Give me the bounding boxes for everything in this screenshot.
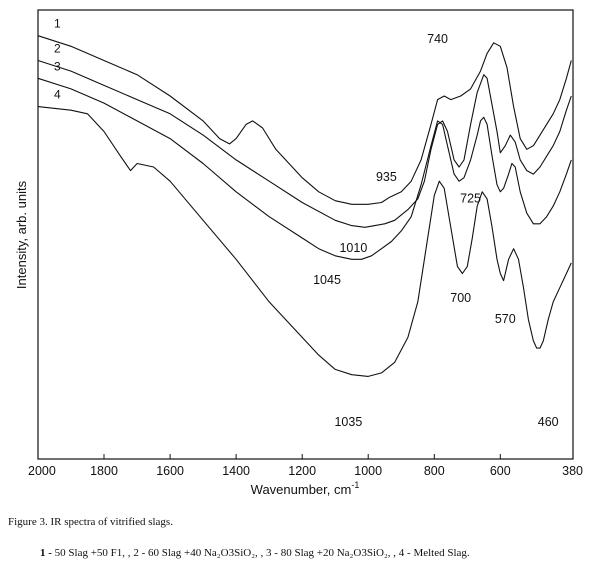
x-axis-ticks: 2000 1800 1600 1400 1200 1000 800 600 380 bbox=[28, 454, 583, 478]
x-tick-label-600: 600 bbox=[490, 464, 511, 478]
peak-annotation-725: 725 bbox=[460, 192, 481, 206]
peak-annotation-570: 570 bbox=[495, 312, 516, 326]
y-axis-label: Intensity, arb. units bbox=[14, 180, 29, 289]
peak-annotation-700: 700 bbox=[450, 291, 471, 305]
x-axis-label-superscript: -1 bbox=[351, 480, 359, 490]
series-line-4 bbox=[37, 106, 572, 377]
legend-item-4: 4 - Melted Slag. bbox=[396, 547, 470, 559]
peak-annotation-740: 740 bbox=[427, 32, 448, 46]
x-tick-label-1600: 1600 bbox=[156, 464, 184, 478]
series-label-layer: 1 2 3 4 bbox=[54, 17, 61, 102]
series-label-4: 4 bbox=[54, 88, 61, 102]
peak-annotation-1010: 1010 bbox=[339, 241, 367, 255]
x-tick-label-800: 800 bbox=[424, 464, 445, 478]
ir-spectra-chart: 1 2 3 4 740 935 1010 725 1045 700 570 1035 460 2000… bbox=[14, 9, 583, 497]
figure-caption: Figure 3. IR spectra of vitrified slags. bbox=[8, 516, 173, 528]
annotation-layer: 740 935 1010 725 1045 700 570 1035 460 bbox=[313, 32, 559, 429]
legend-text: 1 - 50 Slag +50 F1, , 2 - 60 Slag +40 Na… bbox=[40, 547, 470, 559]
series-line-3 bbox=[37, 77, 572, 260]
x-axis-label-text: Wavenumber, cm bbox=[251, 482, 352, 497]
peak-annotation-460: 460 bbox=[538, 415, 559, 429]
legend-item-1: 50 Slag +50 F1, , bbox=[51, 547, 131, 559]
x-tick-label-1400: 1400 bbox=[222, 464, 250, 478]
x-tick-label-2000: 2000 bbox=[28, 464, 56, 478]
x-tick-label-1800: 1800 bbox=[90, 464, 118, 478]
x-axis-label: Wavenumber, cm-1 bbox=[251, 480, 360, 497]
x-tick-label-1000: 1000 bbox=[354, 464, 382, 478]
series-label-3: 3 bbox=[54, 59, 61, 73]
plot-frame bbox=[37, 9, 574, 460]
legend-item-1-number: 1 - bbox=[40, 547, 52, 559]
series-line-1 bbox=[37, 35, 572, 205]
legend-item-2: 2 - 60 Slag +40 Na₂O3SiO₂, , bbox=[130, 547, 264, 559]
x-tick-label-380: 380 bbox=[562, 464, 583, 478]
peak-annotation-1035: 1035 bbox=[334, 415, 362, 429]
series-layer bbox=[37, 35, 572, 377]
peak-annotation-1045: 1045 bbox=[313, 273, 341, 287]
series-label-1: 1 bbox=[54, 17, 61, 31]
series-label-2: 2 bbox=[54, 42, 61, 56]
series-line-2 bbox=[37, 59, 572, 228]
x-tick-label-1200: 1200 bbox=[288, 464, 316, 478]
peak-annotation-935: 935 bbox=[376, 170, 397, 184]
legend-item-3: 3 - 80 Slag +20 Na₂O3SiO₂, , bbox=[263, 547, 397, 559]
